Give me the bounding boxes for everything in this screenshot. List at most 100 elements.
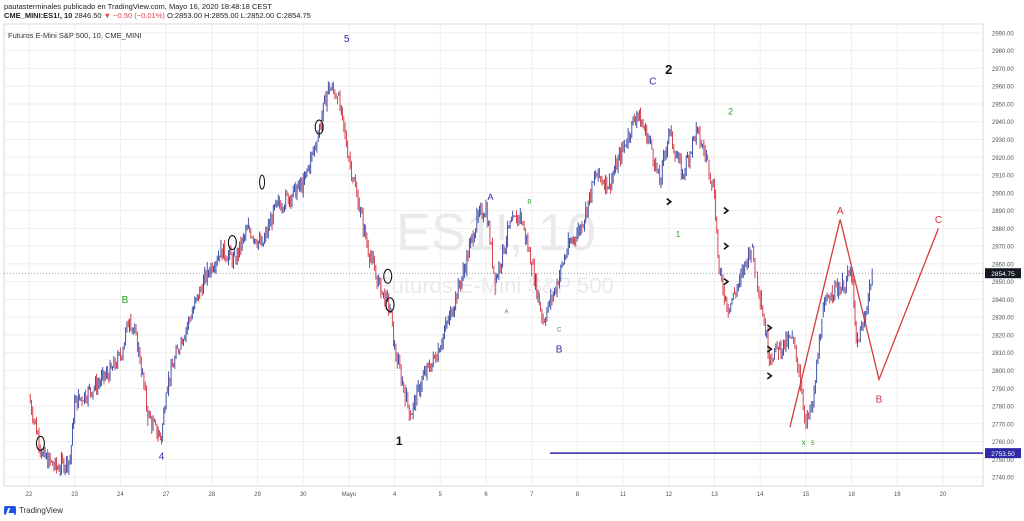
current-price-badge-bg bbox=[985, 268, 1021, 279]
wave-label: A bbox=[837, 206, 844, 217]
y-tick-label: 2770.00 bbox=[992, 422, 1014, 428]
ohlc-values: O:2853.00 H:2855.00 L:2852.00 C:2854.75 bbox=[166, 11, 311, 20]
wave-label: 5 bbox=[811, 441, 815, 447]
price-change: ▼ −0.50 (−0.01%) bbox=[103, 11, 165, 20]
chevron-icon bbox=[723, 278, 730, 286]
wave-label: B bbox=[556, 345, 563, 356]
y-tick-label: 2940.00 bbox=[992, 120, 1014, 126]
x-tick-label: 6 bbox=[484, 492, 488, 498]
x-tick-label: 22 bbox=[26, 492, 33, 498]
y-tick-label: 2820.00 bbox=[992, 333, 1014, 339]
wave-circle bbox=[385, 297, 395, 313]
y-tick-label: 2950.00 bbox=[992, 102, 1014, 108]
x-tick-label: 24 bbox=[117, 492, 124, 498]
symbol-quote-line: CME_MINI:ES1!, 10 2846.50 ▼ −0.50 (−0.01… bbox=[4, 11, 311, 20]
y-tick-label: 2920.00 bbox=[992, 156, 1014, 162]
x-tick-label: 27 bbox=[163, 492, 170, 498]
wave-label: B bbox=[527, 199, 531, 205]
support-price-badge-text: 2753.50 bbox=[991, 451, 1015, 458]
y-tick-label: 2910.00 bbox=[992, 174, 1014, 180]
x-tick-label: 11 bbox=[620, 492, 627, 498]
chart-title: Futuros E-Mini S&P 500, 10, CME_MINI bbox=[8, 31, 142, 40]
x-tick-label: 18 bbox=[848, 492, 855, 498]
y-tick-label: 2970.00 bbox=[992, 67, 1014, 73]
tradingview-branding: TradingView bbox=[4, 506, 63, 515]
x-tick-label: 12 bbox=[665, 492, 672, 498]
y-tick-label: 2810.00 bbox=[992, 351, 1014, 357]
wave-label: 5 bbox=[344, 34, 350, 45]
wave-label: A bbox=[488, 192, 494, 202]
chevron-icon bbox=[766, 324, 773, 332]
wave-marker bbox=[259, 174, 266, 190]
y-tick-label: 2760.00 bbox=[992, 440, 1014, 446]
y-tick-label: 2850.00 bbox=[992, 280, 1014, 286]
y-tick-label: 2780.00 bbox=[992, 405, 1014, 411]
x-tick-label: 13 bbox=[711, 492, 718, 498]
y-tick-label: 2900.00 bbox=[992, 191, 1014, 197]
current-price-badge: 2854.75 bbox=[985, 268, 1021, 279]
wave-label: C bbox=[649, 76, 656, 87]
watermark-symbol: ES1!, 10 bbox=[396, 204, 595, 262]
wave-label: C bbox=[557, 327, 562, 333]
x-tick-label: 19 bbox=[894, 492, 901, 498]
x-tick-label: 29 bbox=[254, 492, 261, 498]
chevron-icon bbox=[723, 242, 730, 250]
wave-label: 2 bbox=[728, 107, 733, 117]
y-tick-label: 2980.00 bbox=[992, 49, 1014, 55]
x-tick-label: 5 bbox=[439, 492, 443, 498]
x-tick-label: 14 bbox=[757, 492, 764, 498]
chevron-icon bbox=[666, 198, 673, 206]
x-tick-label: 28 bbox=[208, 492, 215, 498]
plot-frame bbox=[3, 23, 984, 487]
wave-label: C bbox=[935, 215, 942, 226]
wave-label: B bbox=[876, 394, 883, 405]
y-tick-label: 2830.00 bbox=[992, 316, 1014, 322]
last-price: 2846.50 bbox=[74, 11, 102, 20]
x-tick-label: 7 bbox=[530, 492, 534, 498]
brand-name: TradingView bbox=[19, 506, 64, 515]
wave-label: B bbox=[122, 295, 129, 306]
candles bbox=[29, 81, 873, 477]
wave-label: x bbox=[802, 438, 806, 447]
y-tick-label: 2990.00 bbox=[992, 31, 1014, 37]
x-tick-label: 4 bbox=[393, 492, 397, 498]
chevron-icon bbox=[723, 206, 730, 215]
y-tick-label: 2740.00 bbox=[992, 476, 1014, 482]
publish-info: pautasterminales publicado en TradingVie… bbox=[4, 2, 272, 11]
x-tick-label: 15 bbox=[803, 492, 810, 498]
y-tick-label: 2790.00 bbox=[992, 387, 1014, 393]
wave-circle bbox=[227, 235, 237, 251]
wave-circle bbox=[314, 119, 324, 135]
wave-circle bbox=[35, 435, 45, 451]
y-tick-label: 2860.00 bbox=[992, 262, 1014, 268]
y-tick-label: 2880.00 bbox=[992, 227, 1014, 233]
wave-label: 4 bbox=[159, 451, 165, 462]
wave-circle bbox=[383, 268, 393, 284]
tradingview-logo-icon bbox=[4, 506, 16, 515]
chevron-icon bbox=[766, 372, 773, 380]
x-tick-label: 20 bbox=[940, 492, 947, 498]
y-tick-label: 2960.00 bbox=[992, 85, 1014, 91]
y-tick-label: 2870.00 bbox=[992, 245, 1014, 251]
y-tick-label: 2800.00 bbox=[992, 369, 1014, 375]
support-price-badge-bg bbox=[985, 448, 1021, 459]
x-tick-label: 23 bbox=[71, 492, 78, 498]
x-tick-label: 30 bbox=[300, 492, 307, 498]
y-tick-label: 2890.00 bbox=[992, 209, 1014, 215]
symbol-label[interactable]: CME_MINI:ES1!, 10 bbox=[4, 11, 73, 20]
wave-projection-path bbox=[789, 219, 940, 428]
chevron-icon bbox=[766, 345, 773, 353]
y-tick-label: 2840.00 bbox=[992, 298, 1014, 304]
wave-label: A bbox=[505, 310, 509, 316]
wave-label: 1 bbox=[396, 434, 403, 448]
support-price-badge: 2753.50 bbox=[985, 448, 1021, 459]
wave-label: 1 bbox=[676, 230, 681, 239]
x-tick-label: 8 bbox=[576, 492, 580, 498]
y-tick-label: 2930.00 bbox=[992, 138, 1014, 144]
current-price-badge-text: 2854.75 bbox=[991, 271, 1015, 278]
wave-label: 2 bbox=[665, 62, 672, 77]
y-tick-label: 2750.00 bbox=[992, 458, 1014, 464]
x-tick-label: Mayo bbox=[342, 492, 357, 498]
